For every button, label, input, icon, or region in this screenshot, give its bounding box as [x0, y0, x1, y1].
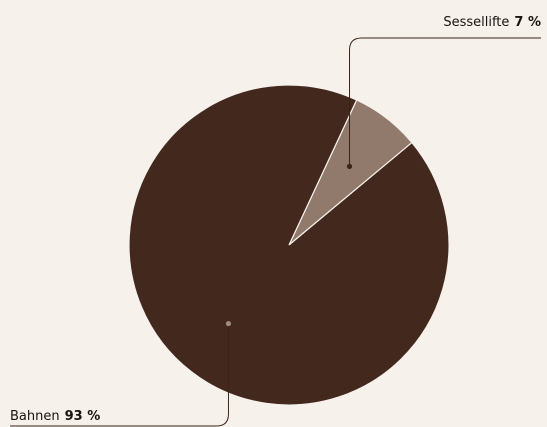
leader-sessellifte-dot	[346, 163, 353, 170]
slice-label-value: 7 %	[514, 15, 541, 30]
leader-bahnen-dot	[225, 320, 232, 327]
leader-bahnen-line	[10, 323, 229, 427]
slice-label-name: Bahnen	[10, 409, 60, 424]
pie-slices	[128, 84, 450, 406]
slice-label-value: 93 %	[65, 409, 101, 424]
slice-label-sessellifte: Sessellifte 7 %	[443, 15, 541, 30]
slice-label-name: Sessellifte	[443, 15, 509, 30]
leader-lines	[10, 37, 541, 427]
slice-label-bahnen: Bahnen 93 %	[10, 409, 100, 424]
leader-sessellifte-line	[349, 37, 541, 167]
pie-slice-bahnen	[128, 84, 450, 406]
